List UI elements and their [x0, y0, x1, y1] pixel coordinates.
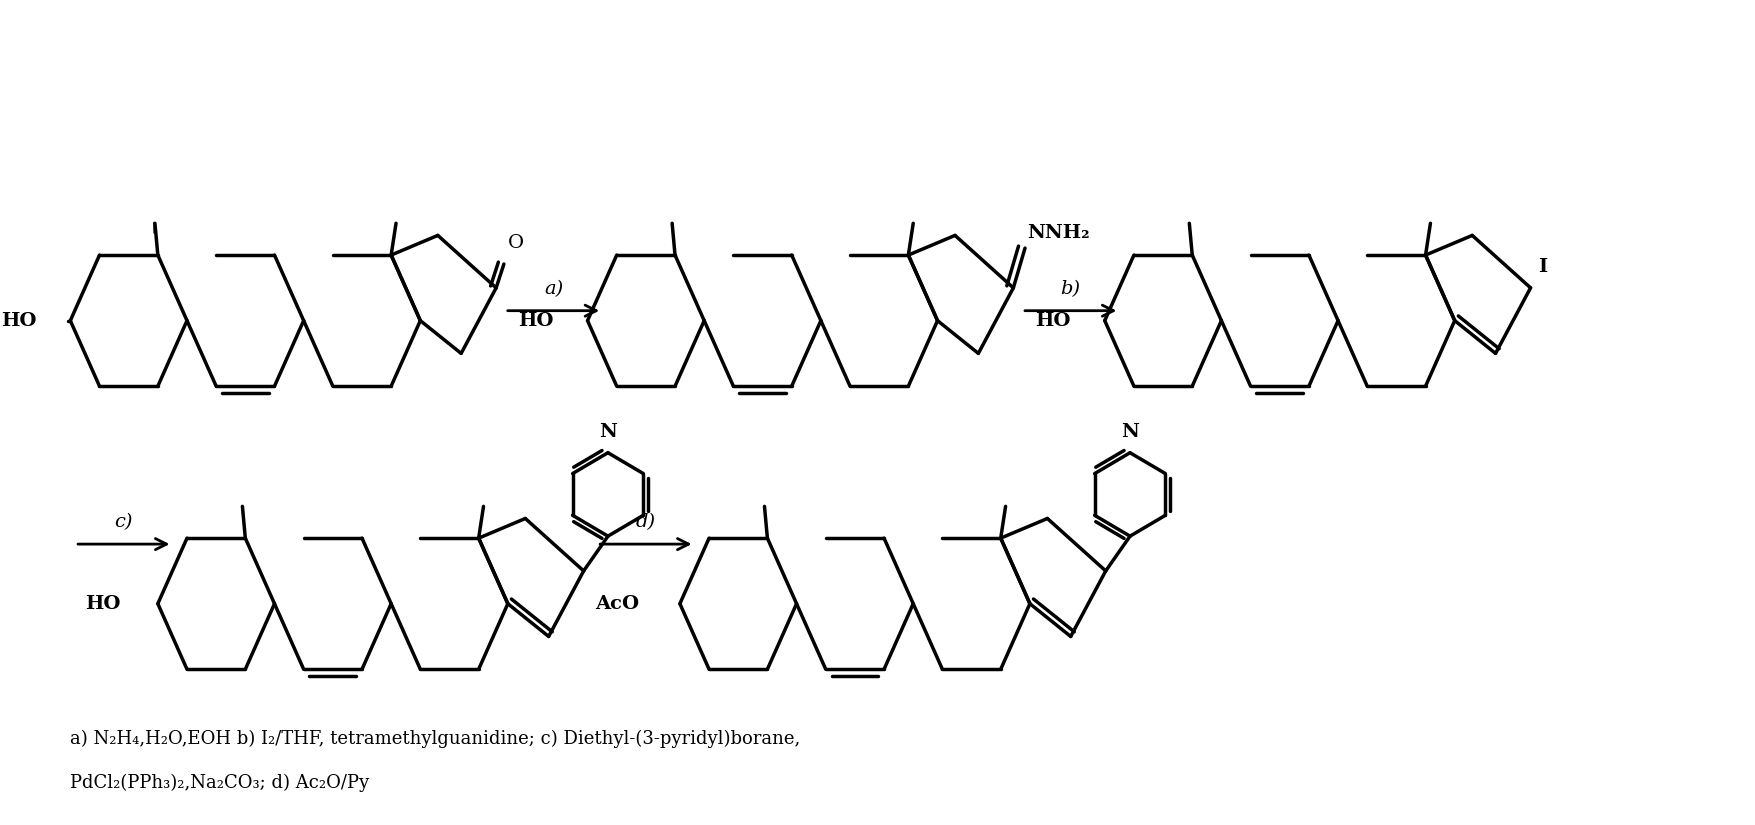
Text: HO: HO: [0, 312, 37, 330]
Text: HO: HO: [1035, 312, 1071, 330]
Text: HO: HO: [518, 312, 553, 330]
Text: NNH₂: NNH₂: [1027, 224, 1090, 243]
Text: a): a): [544, 280, 563, 298]
Text: PdCl₂(PPh₃)₂,Na₂CO₃; d) Ac₂O/Py: PdCl₂(PPh₃)₂,Na₂CO₃; d) Ac₂O/Py: [70, 774, 370, 793]
Text: c): c): [114, 513, 133, 531]
Text: N: N: [1121, 422, 1139, 441]
Text: O: O: [507, 234, 525, 252]
Text: |: |: [151, 222, 154, 233]
Text: d): d): [635, 513, 656, 531]
Text: N: N: [598, 422, 618, 441]
Text: AcO: AcO: [595, 595, 639, 613]
Text: b): b): [1060, 280, 1081, 298]
Text: I: I: [1539, 258, 1548, 276]
Text: HO: HO: [86, 595, 121, 613]
Text: a) N₂H₄,H₂O,EOH b) I₂/THF, tetramethylguanidine; c) Diethyl-(3-pyridyl)borane,: a) N₂H₄,H₂O,EOH b) I₂/THF, tetramethylgu…: [70, 729, 800, 747]
